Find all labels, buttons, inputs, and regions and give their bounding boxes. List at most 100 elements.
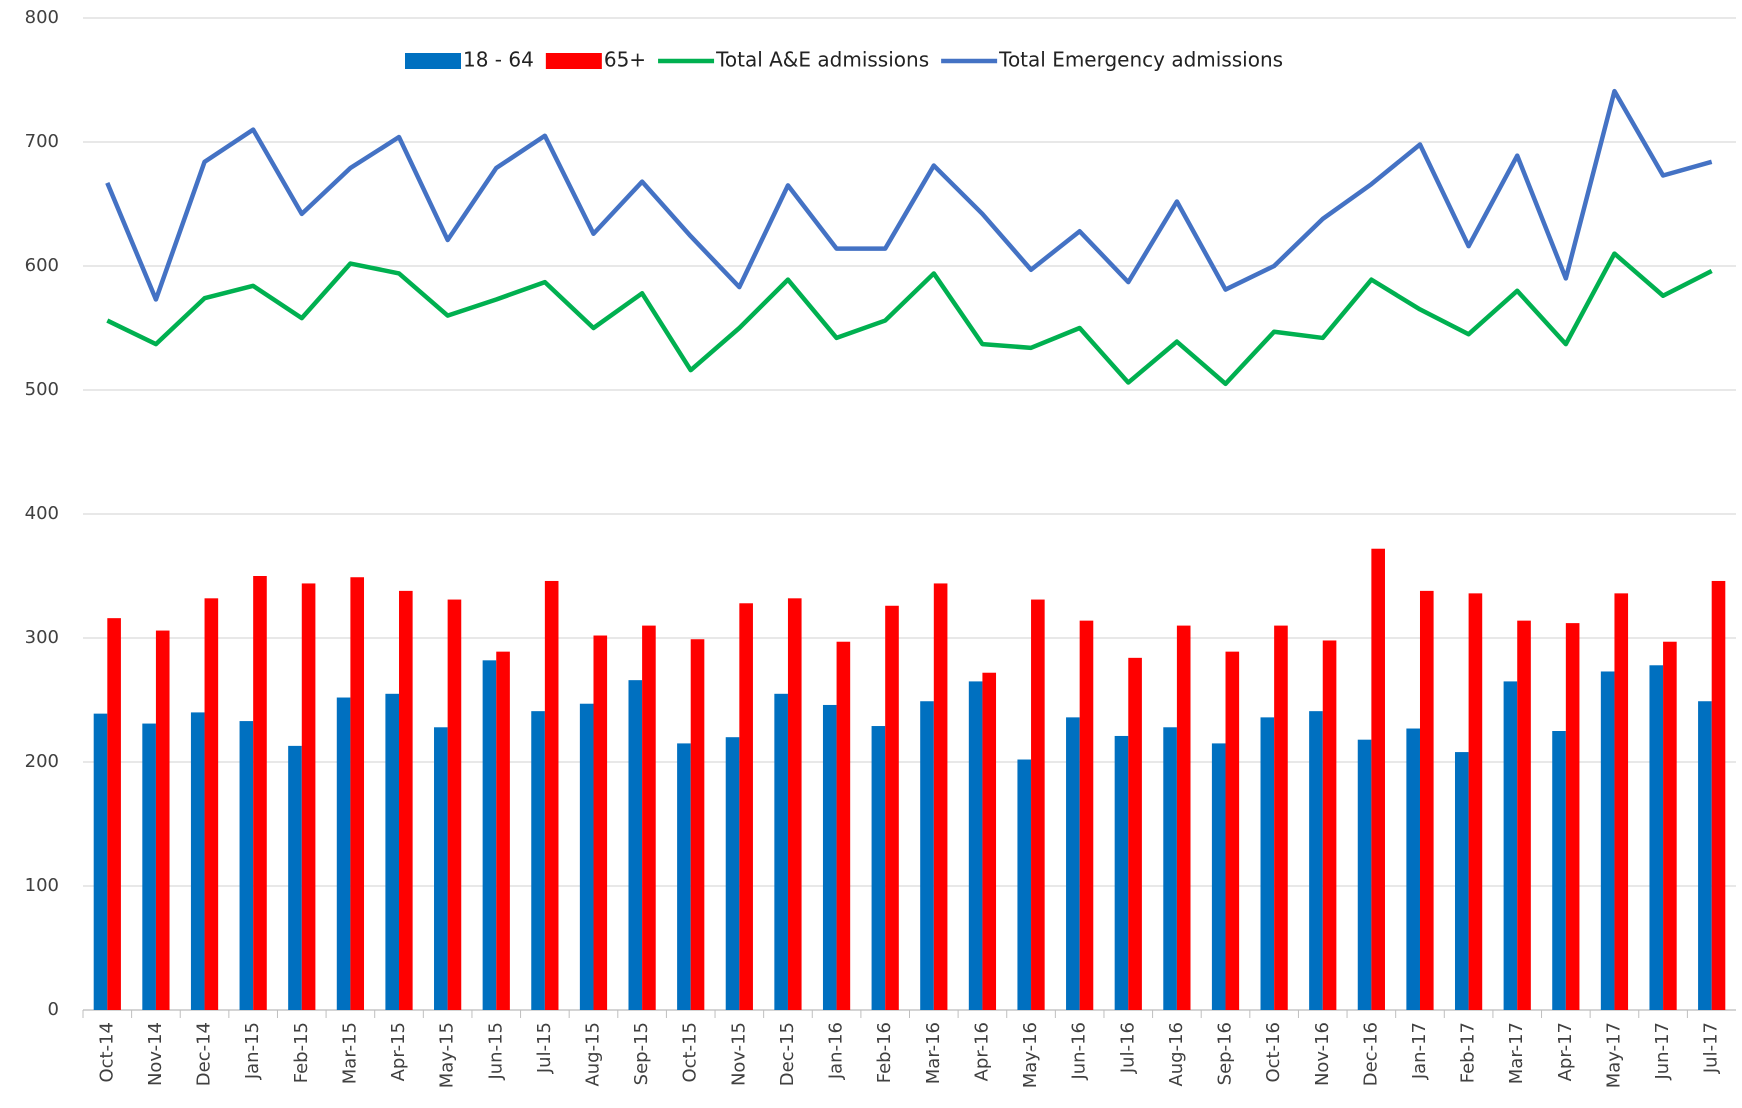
- bar: [787, 598, 802, 1010]
- x-tick-label: Oct-16: [1263, 1022, 1284, 1083]
- bar: [482, 660, 497, 1010]
- y-tick-label: 300: [25, 627, 59, 648]
- x-tick-label: May-17: [1603, 1022, 1624, 1088]
- x-tick-label: Oct-14: [96, 1022, 117, 1083]
- x-tick-label: May-15: [437, 1022, 458, 1088]
- bar: [1711, 580, 1726, 1010]
- bar: [677, 743, 691, 1010]
- bar: [1649, 665, 1664, 1010]
- legend: 18 - 64 65+ Total A&E admissions Total Emer…: [405, 48, 1283, 72]
- bar: [1517, 620, 1531, 1010]
- bar: [1128, 657, 1142, 1010]
- y-tick-label: 500: [25, 379, 59, 400]
- bar: [885, 605, 899, 1010]
- bar: [1322, 640, 1337, 1010]
- legend-label: Total Emergency admissions: [998, 48, 1283, 72]
- bar: [1309, 711, 1323, 1010]
- bar: [288, 745, 302, 1010]
- x-tick-label: Feb-16: [874, 1022, 895, 1083]
- bar: [1406, 728, 1420, 1010]
- bar: [628, 680, 643, 1010]
- y-tick-label: 0: [48, 999, 59, 1020]
- x-tick-label: Jun-15: [485, 1022, 506, 1081]
- bar: [1468, 593, 1483, 1010]
- x-tick-label: Jul-15: [534, 1022, 555, 1074]
- bar: [142, 723, 156, 1010]
- line: [106, 251, 1713, 387]
- x-tick-label: Aug-15: [582, 1022, 603, 1087]
- x-tick-label: Mar-16: [923, 1022, 944, 1084]
- x-tick-label: Dec-15: [777, 1022, 798, 1086]
- y-tick-label: 700: [25, 131, 59, 152]
- x-tick-label: Jan-15: [242, 1022, 263, 1080]
- legend-label: 18 - 64: [463, 48, 534, 72]
- bar: [1698, 701, 1712, 1010]
- x-tick-label: Nov-14: [145, 1022, 166, 1086]
- bar: [1211, 743, 1226, 1010]
- bar: [579, 703, 594, 1010]
- bar: [399, 590, 413, 1010]
- line: [105, 88, 1713, 302]
- x-tick-label: Oct-15: [680, 1022, 701, 1083]
- bar: [93, 713, 108, 1010]
- x-tick-label: Jan-16: [826, 1022, 847, 1080]
- bar: [774, 693, 788, 1010]
- bar: [739, 603, 753, 1010]
- x-tick-label: Jan-17: [1409, 1022, 1430, 1080]
- legend-swatch: [545, 53, 602, 69]
- bar: [1066, 717, 1080, 1010]
- bar: [155, 630, 170, 1010]
- bar: [1260, 717, 1275, 1010]
- bar: [920, 701, 934, 1010]
- bar: [1031, 599, 1045, 1010]
- bar: [107, 618, 121, 1010]
- bar: [1503, 681, 1518, 1010]
- bar: [301, 583, 316, 1010]
- x-tick-label: Feb-15: [291, 1022, 312, 1083]
- bar: [1114, 735, 1129, 1010]
- bar: [350, 577, 365, 1010]
- bar: [871, 726, 886, 1010]
- bar: [544, 580, 559, 1010]
- bar: [1176, 625, 1191, 1010]
- bar: [933, 583, 948, 1010]
- x-tick-label: Feb-17: [1458, 1022, 1479, 1083]
- bar: [642, 625, 656, 1010]
- x-tick-label: Apr-15: [388, 1022, 409, 1081]
- bar: [239, 721, 254, 1010]
- bar: [822, 704, 837, 1010]
- bar: [531, 711, 545, 1010]
- y-tick-label: 100: [25, 875, 59, 896]
- bar: [496, 651, 510, 1010]
- legend-swatch: [405, 53, 461, 69]
- x-tick-label: Mar-17: [1506, 1022, 1527, 1084]
- bar: [336, 697, 351, 1010]
- x-tick-label: Jun-16: [1069, 1022, 1090, 1081]
- x-tick-label: Sep-15: [631, 1022, 652, 1085]
- bar: [1419, 590, 1434, 1010]
- x-tick-label: Aug-16: [1166, 1022, 1187, 1087]
- x-tick-label: Jun-17: [1652, 1022, 1673, 1081]
- y-tick-label: 400: [25, 503, 59, 524]
- legend-label: Total A&E admissions: [715, 48, 929, 72]
- bar: [1454, 752, 1469, 1010]
- x-tick-label: Apr-16: [971, 1022, 992, 1081]
- bar: [190, 712, 205, 1010]
- bar: [836, 641, 851, 1010]
- bar: [1600, 671, 1615, 1010]
- x-tick-label: Apr-17: [1555, 1022, 1576, 1081]
- x-tick-label: Dec-16: [1360, 1022, 1381, 1086]
- bar: [593, 635, 608, 1010]
- bar: [1017, 759, 1032, 1010]
- bar: [1565, 623, 1580, 1010]
- x-tick-label: Sep-16: [1215, 1022, 1236, 1085]
- x-tick-label: May-16: [1020, 1022, 1041, 1088]
- bar: [982, 672, 997, 1010]
- bar: [447, 599, 462, 1010]
- bar: [1079, 620, 1094, 1010]
- bar: [690, 639, 705, 1010]
- y-tick-label: 200: [25, 751, 59, 772]
- x-tick-label: Nov-16: [1312, 1022, 1333, 1086]
- bar: [434, 727, 448, 1010]
